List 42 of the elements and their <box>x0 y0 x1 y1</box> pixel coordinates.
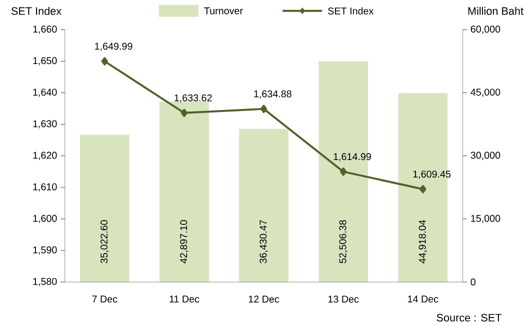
data-label: 1,614.99 <box>334 153 371 162</box>
y-tick-label: 1,590 <box>33 246 57 255</box>
point <box>101 57 108 66</box>
y2-tick-label: 15,000 <box>471 215 500 224</box>
point <box>180 108 188 118</box>
x-tick-label: 12 Dec <box>248 296 280 303</box>
source-note: Source : SET <box>436 314 502 322</box>
x-tick-label: 14 Dec <box>408 296 438 303</box>
bar <box>239 129 288 282</box>
point <box>340 168 347 176</box>
data-label: 36,430.47 <box>260 220 268 264</box>
x-tick-label: 11 Dec <box>170 296 200 303</box>
bar <box>80 134 130 282</box>
y-tick-label: 1,620 <box>33 152 57 160</box>
y2-axis-title: Million Baht <box>468 7 524 16</box>
x-tick-label: 13 Dec <box>328 296 359 303</box>
y-tick-label: 1,600 <box>33 215 57 224</box>
data-label: 35,022.60 <box>100 220 109 264</box>
point <box>420 185 426 194</box>
y-tick-label: 1,640 <box>33 88 57 98</box>
bar <box>160 102 209 282</box>
y2-tick-label: 60,000 <box>470 26 500 34</box>
data-label: 42,897.10 <box>180 220 188 264</box>
y-tick-label: 1,630 <box>33 120 57 129</box>
data-label: 44,918.04 <box>418 220 427 264</box>
data-label: 52,506.38 <box>339 220 348 264</box>
y2-tick-label: 45,000 <box>470 88 500 98</box>
legend-label: SET Index <box>328 7 374 15</box>
data-label: 1,649.99 <box>95 42 132 52</box>
data-label: 1,609.45 <box>413 170 451 179</box>
y2-tick-label: 30,000 <box>470 152 500 160</box>
y2-tick-label: 0 <box>470 278 476 286</box>
legend-label: Turnover <box>204 8 243 15</box>
data-label: 1,634.88 <box>254 90 292 99</box>
data-label: 1,633.62 <box>174 94 212 103</box>
y-tick-label: 1,610 <box>33 184 57 192</box>
y-axis-title: SET Index <box>11 7 62 16</box>
y-tick-label: 1,580 <box>33 278 57 286</box>
y-tick-label: 1,650 <box>33 57 57 66</box>
point <box>260 105 268 114</box>
x-tick-label: 7 Dec <box>92 296 118 303</box>
y-tick-label: 1,660 <box>33 26 57 34</box>
